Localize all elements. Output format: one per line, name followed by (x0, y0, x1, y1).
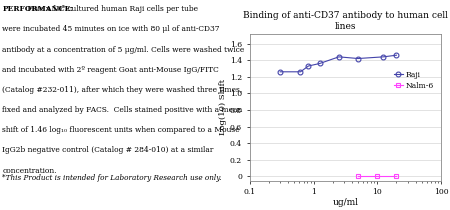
Raji (356, 57, 361, 60)
Raji (381, 56, 386, 58)
Text: IgG2b negative control (Catalog # 284-010) at a similar: IgG2b negative control (Catalog # 284-01… (2, 146, 214, 154)
Text: fixed and analyzed by FACS.  Cells stained positive with a mean: fixed and analyzed by FACS. Cells staine… (2, 106, 243, 114)
Y-axis label: Log(10) Shift: Log(10) Shift (219, 79, 227, 135)
Text: shift of 1.46 log₁₀ fluorescent units when compared to a Mouse: shift of 1.46 log₁₀ fluorescent units wh… (2, 126, 240, 134)
Line: Nalm-6: Nalm-6 (356, 174, 399, 179)
X-axis label: ug/ml: ug/ml (333, 198, 358, 207)
Raji (278, 71, 283, 73)
Legend: Raji, Nalm-6: Raji, Nalm-6 (391, 68, 437, 93)
Text: antibody at a concentration of 5 μg/ml. Cells were washed twice: antibody at a concentration of 5 μg/ml. … (2, 46, 245, 54)
Title: Binding of anti-CD37 antibody to human cell
lines: Binding of anti-CD37 antibody to human c… (243, 11, 448, 32)
Text: Five x 10⁵ cultured human Raji cells per tube: Five x 10⁵ cultured human Raji cells per… (25, 5, 198, 13)
Text: (Catalog #232-011), after which they were washed three times,: (Catalog #232-011), after which they wer… (2, 86, 243, 94)
Text: PERFORMANCE:: PERFORMANCE: (2, 5, 73, 13)
Raji (306, 65, 311, 67)
Nalm-6 (374, 175, 380, 178)
Text: concentration.: concentration. (2, 167, 57, 175)
Text: *This Product is intended for Laboratory Research use only.: *This Product is intended for Laboratory… (2, 174, 222, 182)
Text: were incubated 45 minutes on ice with 80 μl of anti-CD37: were incubated 45 minutes on ice with 80… (2, 25, 220, 33)
Line: Raji: Raji (278, 53, 399, 74)
Nalm-6 (394, 175, 399, 178)
Raji (336, 56, 342, 58)
Raji (317, 62, 322, 65)
Nalm-6 (356, 175, 361, 178)
Raji (298, 71, 303, 73)
Text: and incubated with 2º reagent Goat anti-Mouse IgG/FITC: and incubated with 2º reagent Goat anti-… (2, 66, 219, 74)
Raji (394, 54, 399, 56)
